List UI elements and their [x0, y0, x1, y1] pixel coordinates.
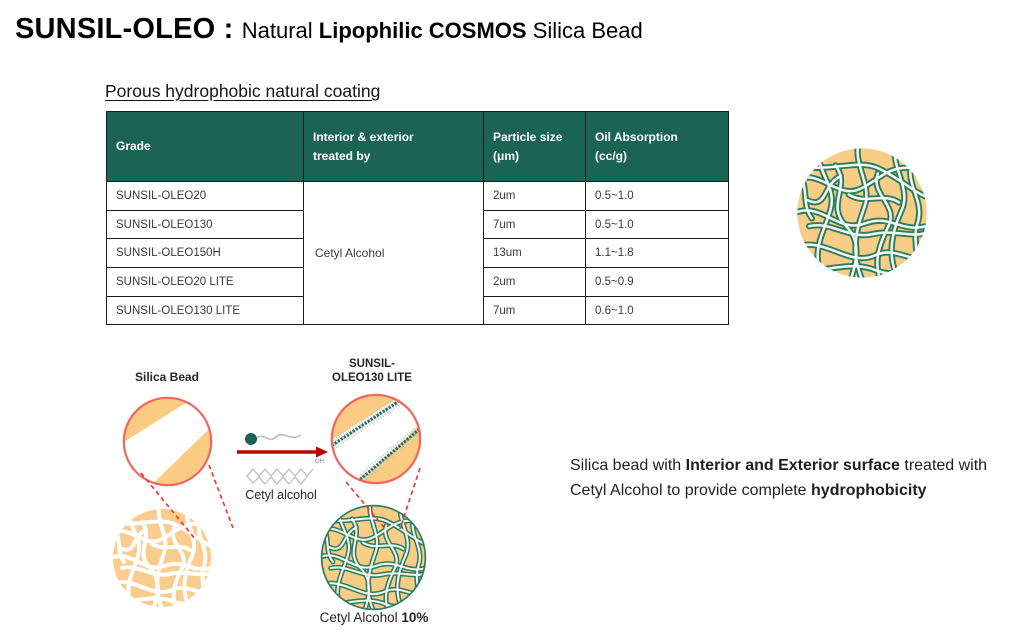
table-row: SUNSIL-OLEO20 Cetyl Alcohol 2um 0.5~1.0	[106, 180, 729, 326]
untreated-bead-illustration	[113, 509, 211, 607]
cell-particle-size: 13um	[483, 238, 586, 269]
cell-grade: SUNSIL-OLEO20 LITE	[106, 267, 304, 297]
header-particle-size: Particle size (μm)	[483, 111, 586, 182]
cetyl-alcohol-structure-icon	[246, 467, 314, 486]
cell-grade: SUNSIL-OLEO20	[106, 181, 304, 211]
page-title: SUNSIL-OLEO : Natural Lipophilic COSMOS …	[15, 13, 643, 46]
porous-bead-illustration	[797, 148, 927, 278]
table-row: SUNSIL-OLEO130 LITE 7um 0.6~1.0	[106, 295, 729, 326]
cell-particle-size: 7um	[483, 295, 586, 326]
cetyl-alcohol-caption: Cetyl alcohol	[245, 488, 317, 502]
silica-bead-label: Silica Bead	[134, 370, 200, 384]
grades-table: Grade Interior & exterior treated by Par…	[106, 111, 729, 326]
cell-oil-absorption: 1.1~1.8	[585, 238, 729, 269]
cell-treated-by-merged: Cetyl Alcohol	[303, 180, 484, 326]
cell-oil-absorption: 0.5~1.0	[585, 209, 729, 240]
cell-grade: SUNSIL-OLEO150H	[106, 238, 304, 269]
table-row: SUNSIL-OLEO150H 13um 1.1~1.8	[106, 238, 729, 269]
title-bold: Lipophilic COSMOS	[318, 18, 527, 43]
cetyl-alcohol-molecule-icon	[245, 433, 302, 445]
untreated-surface-zoom-circle	[122, 396, 213, 487]
table-row: SUNSIL-OLEO20 LITE 2um 0.5~0.9	[106, 267, 729, 297]
cell-particle-size: 2um	[483, 267, 586, 297]
cell-oil-absorption: 0.5~1.0	[585, 181, 729, 211]
table-header-row: Grade Interior & exterior treated by Par…	[106, 111, 729, 182]
header-treated-by: Interior & exterior treated by	[303, 111, 484, 182]
title-normal-2: Silica Bead	[526, 18, 643, 43]
description-line-1: Silica bead with Interior and Exterior s…	[570, 457, 988, 474]
title-brand: SUNSIL-OLEO :	[15, 13, 242, 45]
cell-oil-absorption: 0.6~1.0	[585, 295, 729, 326]
header-grade: Grade	[106, 111, 304, 182]
cell-grade: SUNSIL-OLEO130 LITE	[106, 295, 304, 326]
reaction-arrow-icon	[237, 446, 328, 458]
oh-group-label: OH	[315, 459, 324, 465]
description-text: Silica bead with Interior and Exterior s…	[570, 453, 987, 503]
treated-surface-zoom-circle	[330, 393, 422, 485]
section-heading: Porous hydrophobic natural coating	[105, 81, 381, 101]
treated-bead-label: SUNSIL- OLEO130 LITE	[332, 358, 412, 384]
cell-particle-size: 7um	[483, 209, 586, 240]
table-row: SUNSIL-OLEO130 7um 0.5~1.0	[106, 209, 729, 240]
treated-bead-illustration	[320, 504, 427, 611]
description-line-2: Cetyl Alcohol to provide complete hydrop…	[570, 482, 927, 499]
title-normal-1: Natural	[241, 18, 319, 43]
cell-particle-size: 2um	[483, 181, 586, 211]
result-caption: Cetyl Alcohol 10%	[319, 610, 429, 625]
cell-grade: SUNSIL-OLEO130	[106, 209, 304, 240]
header-oil-absorption: Oil Absorption (cc/g)	[585, 111, 729, 182]
cell-oil-absorption: 0.5~0.9	[585, 267, 729, 297]
zoom-connector-lines	[140, 464, 421, 541]
